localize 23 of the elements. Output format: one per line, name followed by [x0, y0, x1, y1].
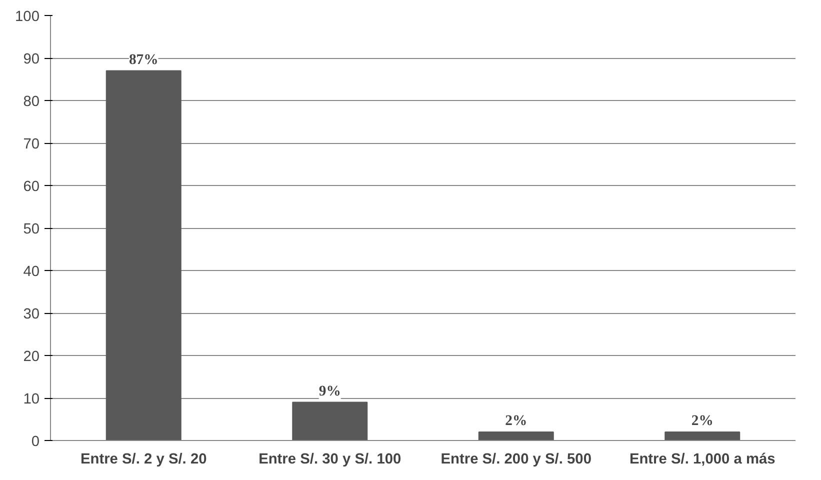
y-tick-label: 60	[23, 179, 40, 195]
data-label: 2%	[691, 413, 714, 429]
y-tick-label: 70	[23, 136, 40, 152]
bar	[106, 70, 182, 440]
x-tick-label: Entre S/. 30 y S/. 100	[258, 452, 402, 468]
data-label: 87%	[128, 52, 158, 68]
y-tick-label: 10	[23, 392, 40, 408]
y-tick-label: 50	[23, 222, 40, 238]
bar	[478, 432, 554, 440]
data-label: 2%	[505, 413, 528, 429]
y-tick-label: 90	[23, 52, 40, 68]
y-tick-label: 40	[23, 264, 40, 280]
y-tick-label: 30	[23, 306, 40, 322]
x-tick-label: Entre S/. 2 y S/. 20	[80, 452, 207, 468]
x-tick-label: Entre S/. 1,000 a más	[629, 452, 776, 468]
bar	[292, 402, 368, 440]
y-tick-label: 100	[15, 9, 40, 25]
y-tick-label: 80	[23, 94, 40, 110]
x-tick-label: Entre S/. 200 y S/. 500	[440, 452, 592, 468]
bar	[664, 432, 740, 440]
y-tick-label: 0	[31, 434, 40, 450]
y-tick-label: 20	[23, 349, 40, 365]
data-label: 9%	[318, 383, 341, 400]
